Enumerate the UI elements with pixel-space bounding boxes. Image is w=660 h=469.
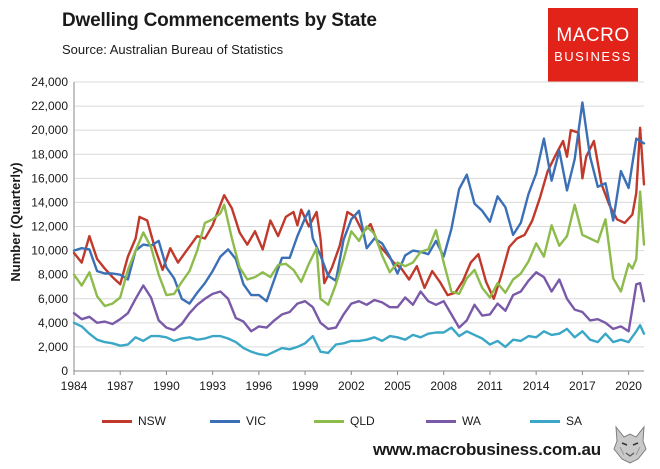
y-tick-label: 12,000 (31, 220, 68, 234)
chart-title: Dwelling Commencements by State (62, 10, 377, 31)
series-line-sa (72, 321, 646, 357)
y-tick-label: 8,000 (38, 268, 68, 282)
y-tick-label: 22,000 (31, 99, 68, 113)
x-tick-label: 2008 (430, 379, 457, 393)
x-tick-label: 2011 (477, 379, 503, 393)
x-tick-label: 2020 (615, 379, 642, 393)
legend-label: WA (462, 414, 481, 428)
y-tick-label: 24,000 (31, 75, 68, 89)
legend-swatch (102, 419, 132, 423)
series-lines (72, 101, 646, 357)
y-tick-label: 14,000 (31, 195, 68, 209)
legend-swatch (530, 419, 560, 423)
macrobusiness-logo[interactable]: MACRO BUSINESS (548, 8, 638, 82)
series-line-wa (72, 271, 646, 333)
legend-label: NSW (138, 414, 166, 428)
legend-swatch (314, 419, 344, 423)
y-tick-label: 20,000 (31, 123, 68, 137)
y-tick-label: 16,000 (31, 171, 68, 185)
legend-label: QLD (350, 414, 375, 428)
x-tick-label: 2005 (384, 379, 411, 393)
series-line-qld (72, 190, 646, 308)
logo-line-1: MACRO (556, 25, 630, 46)
logo-line-2: BUSINESS (554, 49, 632, 64)
x-tick-label: 1990 (153, 379, 180, 393)
y-tick-label: 4,000 (38, 316, 68, 330)
x-tick-label: 2017 (569, 379, 596, 393)
y-axis-label: Number (Quarterly) (8, 162, 23, 281)
y-tick-label: 10,000 (31, 244, 68, 258)
legend-item-wa: WA (426, 414, 481, 428)
x-axis-tick-labels: 1984 1987 1990 1993 1996 1999 2002 2005 2008 2011… (61, 379, 643, 393)
x-tick-label: 1999 (292, 379, 319, 393)
x-tick-label: 1993 (199, 379, 226, 393)
x-tick-label: 2014 (523, 379, 550, 393)
x-tick-label: 1984 (61, 379, 88, 393)
y-tick-label: 2,000 (38, 340, 68, 354)
gridlines (74, 81, 644, 372)
legend-item-sa: SA (530, 414, 582, 428)
y-tick-label: 18,000 (31, 147, 68, 161)
y-axis-tick-labels: 0 2,000 4,000 6,000 8,000 10,000 12,000 14,000 1… (31, 75, 68, 378)
y-tick-label: 0 (61, 364, 68, 378)
legend-swatch (426, 419, 456, 423)
x-tick-label: 2002 (338, 379, 365, 393)
legend-label: VIC (246, 414, 267, 428)
legend-label: SA (566, 414, 583, 428)
x-tick-label: 1996 (246, 379, 273, 393)
wolf-icon (613, 425, 647, 464)
chart-source: Source: Australian Bureau of Statistics (62, 42, 284, 57)
legend-swatch (210, 419, 240, 423)
series-line-vic (72, 101, 646, 305)
legend-item-qld: QLD (314, 414, 375, 428)
x-tick-label: 1987 (107, 379, 134, 393)
legend-item-nsw: NSW (102, 414, 166, 428)
footer-url[interactable]: www.macrobusiness.com.au (373, 440, 601, 459)
chart-legend: NSW VIC QLD WA SA (102, 414, 642, 432)
legend-item-vic: VIC (210, 414, 266, 428)
y-tick-label: 6,000 (38, 292, 68, 306)
